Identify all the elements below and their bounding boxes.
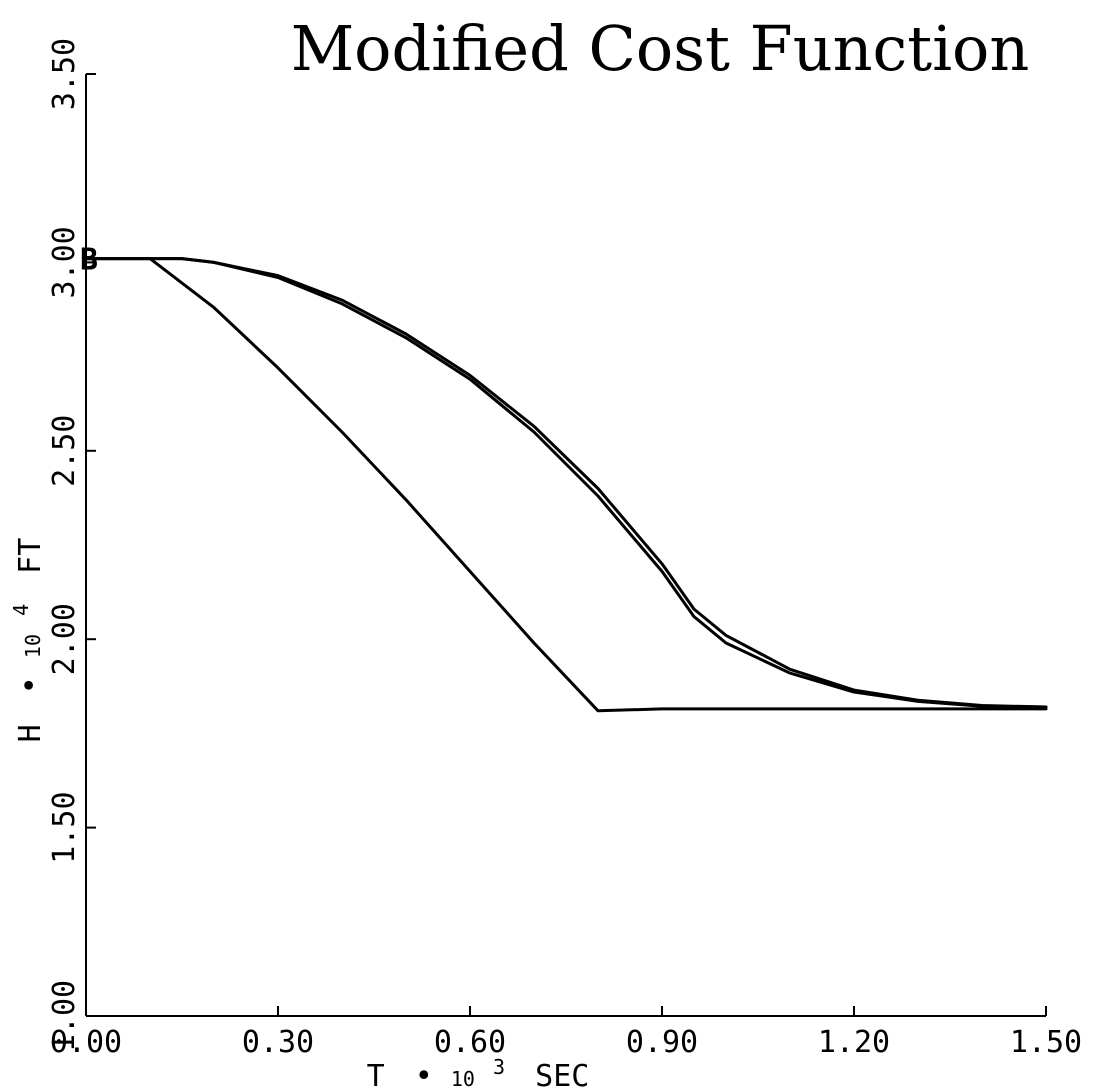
series-line-1 <box>84 257 1048 709</box>
y-axis-label-prefix: H <box>13 724 48 742</box>
y-tick-label: 1.00 <box>47 980 82 1052</box>
x-tick-label: 1.20 <box>818 1025 890 1060</box>
y-axis-label-exponent: 4 <box>9 604 33 616</box>
y-axis-label-base: 10 <box>21 634 45 658</box>
x-tick-label: 0.60 <box>434 1025 506 1060</box>
series-line-3 <box>84 257 1048 713</box>
y-axis-label: H • 10 4 FT <box>1 538 48 743</box>
x-axis-label-multiplier: • <box>415 1059 433 1092</box>
y-tick-label: 3.50 <box>47 38 82 110</box>
x-axis-label-base: 10 <box>451 1067 475 1091</box>
series-group <box>84 257 1048 713</box>
start-marker: B <box>80 243 98 278</box>
y-axis-ticks: 1.00 1.50 2.00 2.50 3.00 3.50 <box>47 38 96 1052</box>
chart-title: Modified Cost Function <box>291 12 1030 85</box>
x-tick-label: 1.50 <box>1010 1025 1082 1060</box>
x-tick-label: 0.30 <box>242 1025 314 1060</box>
x-axis-label-unit: SEC <box>535 1059 589 1092</box>
y-axis-label-unit: FT <box>13 538 48 574</box>
series-line-2 <box>84 257 1048 709</box>
x-axis-label-exponent: 3 <box>493 1055 505 1079</box>
x-tick-label: 0.00 <box>50 1025 122 1060</box>
y-tick-label: 3.00 <box>47 226 82 298</box>
x-axis-ticks: 0.00 0.30 0.60 0.90 1.20 1.50 <box>50 1006 1082 1060</box>
y-tick-label: 2.50 <box>47 415 82 487</box>
x-axis-label: T • 10 3 SEC <box>367 1047 590 1092</box>
y-axis-label-multiplier: • <box>13 676 48 694</box>
y-tick-label: 1.50 <box>47 791 82 863</box>
x-axis-label-prefix: T <box>367 1059 385 1092</box>
y-tick-label: 2.00 <box>47 603 82 675</box>
x-tick-label: 0.90 <box>626 1025 698 1060</box>
